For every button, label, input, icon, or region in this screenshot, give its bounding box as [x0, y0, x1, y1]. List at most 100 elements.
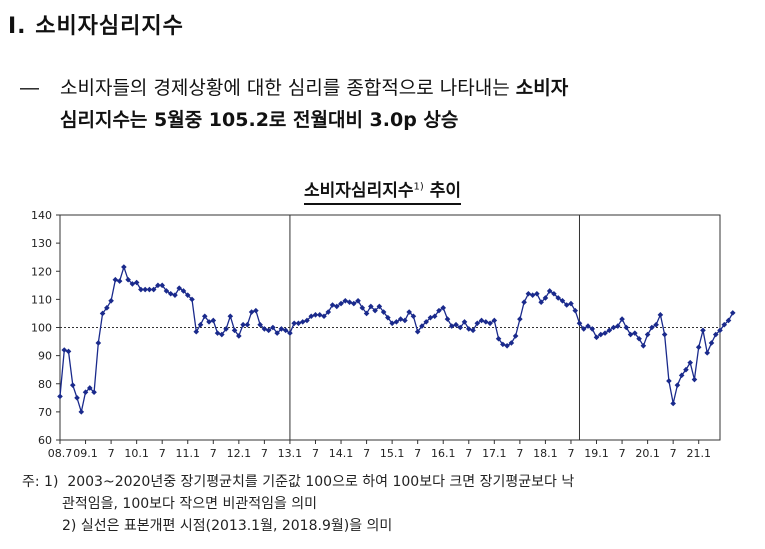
- data-point: [150, 286, 157, 293]
- x-tick-label: 7: [210, 447, 217, 460]
- x-tick-label: 18.1: [533, 447, 558, 460]
- x-tick-label: 19.1: [584, 447, 609, 460]
- lead-line-2: 심리지수는 5월중 105.2로 전월대비 3.0p 상승: [60, 109, 459, 131]
- data-point: [380, 309, 387, 315]
- data-point: [389, 320, 395, 327]
- data-point: [431, 313, 438, 320]
- data-point: [512, 333, 519, 339]
- y-tick-label: 90: [38, 350, 52, 363]
- data-point: [82, 389, 89, 395]
- data-point: [363, 310, 370, 317]
- data-point: [359, 305, 366, 311]
- x-tick-label: 7: [261, 447, 268, 460]
- lead-line-1: ― 소비자들의 경제상황에 대한 심리를 종합적으로 나타내는 소비자: [20, 72, 755, 104]
- data-point: [461, 319, 468, 325]
- data-point: [214, 330, 221, 336]
- data-point: [329, 302, 336, 308]
- data-point: [121, 264, 127, 270]
- data-point: [265, 327, 272, 334]
- footnote-1: 주: 1) 2003~2020년중 장기평균치를 기준값 100으로 하여 10…: [22, 471, 574, 493]
- data-point: [338, 300, 344, 307]
- data-point: [508, 340, 515, 346]
- data-point: [142, 286, 148, 293]
- x-tick-label: 7: [108, 447, 115, 460]
- data-point: [470, 327, 476, 334]
- data-point: [712, 331, 719, 338]
- data-point: [351, 300, 357, 307]
- data-point: [465, 326, 472, 332]
- data-point: [112, 276, 119, 283]
- data-point: [201, 313, 208, 320]
- data-point: [155, 282, 161, 289]
- data-point: [261, 326, 268, 332]
- data-point: [274, 330, 280, 336]
- data-point: [125, 276, 131, 283]
- data-point: [78, 409, 85, 415]
- x-tick-label: 7: [670, 447, 677, 460]
- data-point: [397, 316, 404, 322]
- x-tick-label: 14.1: [329, 447, 354, 460]
- data-point: [623, 324, 630, 331]
- x-tick-label: 21.1: [686, 447, 711, 460]
- y-tick-label: 100: [31, 322, 52, 335]
- data-point: [572, 307, 579, 314]
- data-point: [585, 323, 591, 329]
- data-point: [606, 327, 613, 334]
- chart-series: [57, 264, 736, 415]
- x-tick-label: 7: [414, 447, 421, 460]
- data-point: [299, 319, 306, 325]
- data-point: [427, 314, 434, 321]
- y-tick-labels: 60 70 80 90 100 110 120 130 140: [31, 209, 52, 447]
- footnote-1-text-a: 2003~2020년중 장기평균치를 기준값 100으로 하여 100보다 크면…: [67, 474, 575, 490]
- data-point: [342, 297, 349, 304]
- x-tick-label: 7: [619, 447, 626, 460]
- x-tick-label: 7: [567, 447, 574, 460]
- data-point: [683, 366, 689, 373]
- data-point: [627, 331, 634, 338]
- data-point: [576, 320, 583, 327]
- data-point: [657, 312, 664, 318]
- data-point: [563, 302, 570, 308]
- data-point: [253, 307, 259, 314]
- data-point: [704, 350, 711, 356]
- data-point: [104, 305, 110, 311]
- data-point: [248, 309, 255, 315]
- data-point: [257, 321, 263, 328]
- lead-text: 소비자들의 경제상황에 대한 심리를 종합적으로 나타내는: [60, 77, 516, 99]
- x-tick-label: 10.1: [124, 447, 149, 460]
- data-point: [661, 331, 668, 338]
- data-point: [240, 321, 246, 328]
- line-chart: 08.7 09.1 7 10.1 7 11.1 7 12.1 7 13.1 7 14.1 7 15.1 7 1…: [31, 209, 736, 460]
- y-tick-label: 60: [38, 434, 52, 447]
- lead-bold-text: 소비자: [515, 77, 569, 99]
- data-point: [474, 320, 481, 327]
- data-point: [146, 286, 153, 293]
- data-point: [236, 333, 242, 339]
- data-point: [244, 321, 251, 328]
- data-point: [717, 327, 723, 334]
- data-point: [402, 317, 408, 324]
- data-point: [546, 288, 553, 294]
- data-point: [589, 326, 596, 332]
- data-point: [542, 295, 549, 301]
- lead-paragraph: ― 소비자들의 경제상황에 대한 심리를 종합적으로 나타내는 소비자 심리지수는…: [20, 72, 755, 136]
- y-tick-label: 80: [38, 378, 52, 391]
- data-point: [529, 292, 536, 298]
- data-point: [691, 376, 698, 383]
- data-point: [725, 317, 732, 324]
- x-tick-label: 12.1: [227, 447, 252, 460]
- data-point: [700, 327, 706, 334]
- x-tick-label: 7: [516, 447, 523, 460]
- data-point: [644, 331, 651, 338]
- data-point: [525, 290, 532, 297]
- data-point: [636, 335, 642, 342]
- data-point: [487, 320, 493, 327]
- data-point: [632, 330, 638, 336]
- data-point: [419, 323, 425, 329]
- data-point: [559, 297, 566, 304]
- chart-reference-lines: [60, 215, 720, 440]
- data-point: [333, 303, 340, 310]
- data-point: [593, 334, 600, 341]
- data-point: [167, 290, 174, 297]
- data-point: [602, 330, 608, 336]
